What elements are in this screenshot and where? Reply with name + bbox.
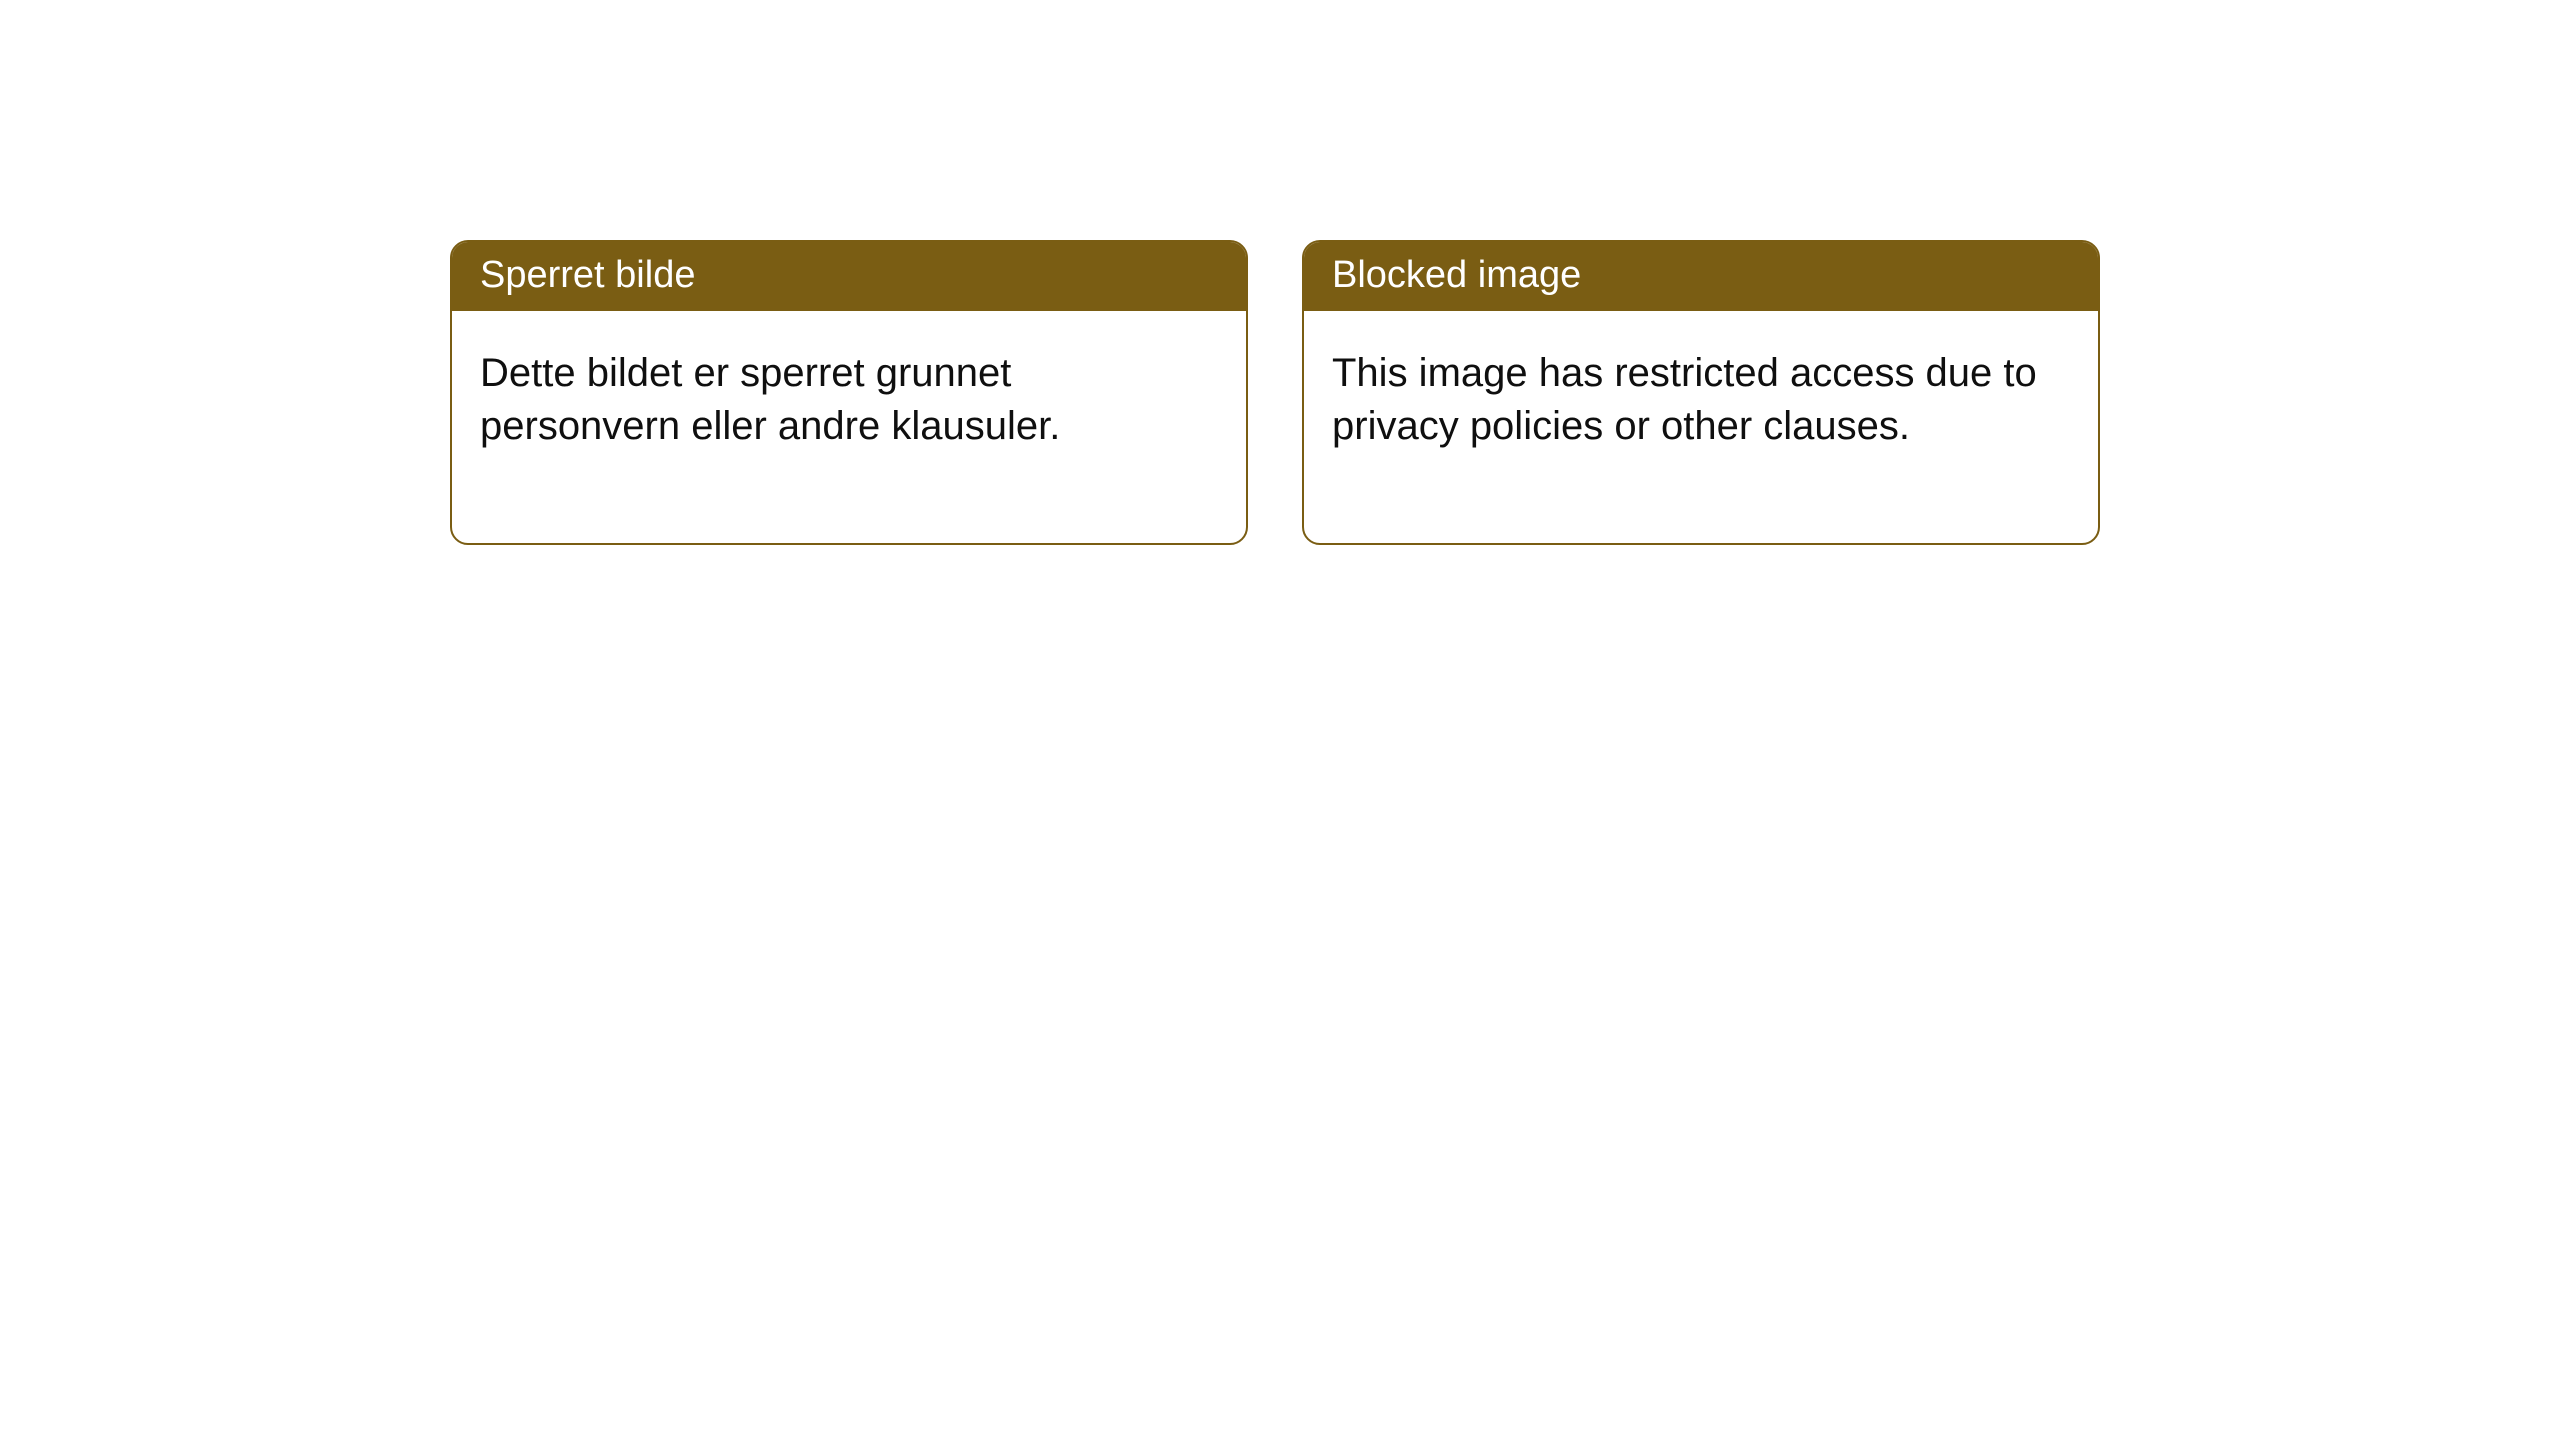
notice-title-norwegian: Sperret bilde xyxy=(452,242,1246,311)
notice-title-english: Blocked image xyxy=(1304,242,2098,311)
notice-body-english: This image has restricted access due to … xyxy=(1304,311,2098,543)
notice-cards-container: Sperret bilde Dette bildet er sperret gr… xyxy=(450,240,2100,545)
notice-body-norwegian: Dette bildet er sperret grunnet personve… xyxy=(452,311,1246,543)
notice-card-english: Blocked image This image has restricted … xyxy=(1302,240,2100,545)
notice-card-norwegian: Sperret bilde Dette bildet er sperret gr… xyxy=(450,240,1248,545)
